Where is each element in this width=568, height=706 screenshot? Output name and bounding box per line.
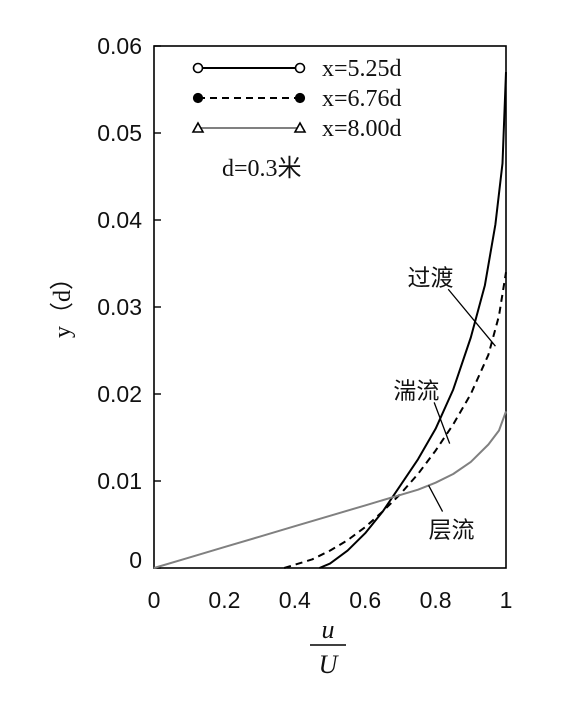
legend-marker-open-circle [192,62,204,74]
x-tick-label: 0.6 [349,587,381,613]
annotation-label: 湍流 [393,378,439,404]
series-line-2 [283,272,507,569]
series-line-1 [319,72,507,569]
annotation-leader-line [427,485,444,512]
series-group [153,72,507,569]
x-axis-label-denominator: U [319,650,340,679]
x-tick-label: 0.4 [279,587,311,613]
legend-marker-filled-circle [192,92,204,104]
annotation-leader-line [447,288,496,347]
x-axis-label-numerator: u [322,615,335,644]
annotation-leader-line [433,402,451,444]
x-tick-label: 0.2 [208,587,240,613]
y-tick-label: 0.06 [97,33,142,59]
y-axis: 0 0.01 0.02 0.03 0.04 0.05 0.06 [97,33,161,573]
y-tick-label: 0.04 [97,207,142,233]
y-tick-label: 0 [129,547,142,573]
x-tick-label: 0.8 [420,587,452,613]
legend-label: x=8.00d [322,116,402,142]
y-tick-label: 0.02 [97,381,142,407]
legend: x=5.25d x=6.76d x=8.00d d=0.3米 [191,56,402,182]
legend-marker-open-triangle [191,121,205,133]
legend-label: x=5.25d [322,56,402,82]
y-tick-label: 0.05 [97,120,142,146]
x-axis-label: u U [310,615,346,679]
legend-marker-filled-circle [294,92,306,104]
y-tick-label: 0.03 [97,294,142,320]
x-tick-label: 0 [148,587,161,613]
y-axis-label: y（d） [50,266,76,338]
x-tick-label: 1 [500,587,513,613]
legend-marker-open-triangle [293,121,307,133]
series-line-3 [153,411,507,569]
annotation-label: 过渡 [407,265,453,291]
annotation-label: 层流 [429,518,475,544]
x-axis: 0 0.2 0.4 0.6 0.8 1 [148,587,513,613]
legend-note: d=0.3米 [222,155,302,182]
y-tick-label: 0.01 [97,468,142,494]
legend-label: x=6.76d [322,86,402,112]
legend-marker-open-circle [294,62,306,74]
